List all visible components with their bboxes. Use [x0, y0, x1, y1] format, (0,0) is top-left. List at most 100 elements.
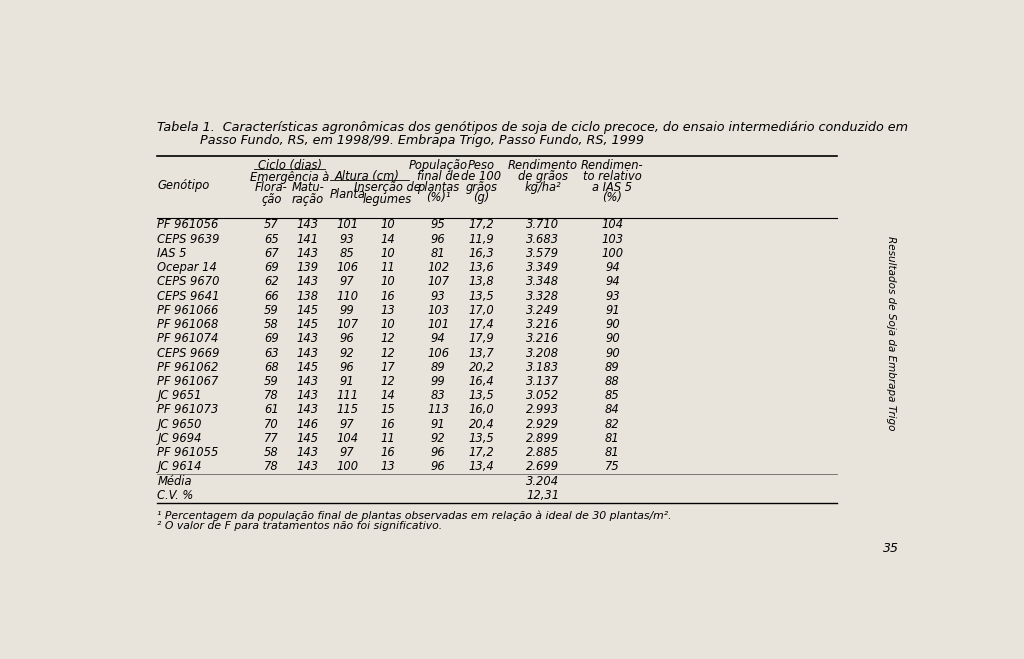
Text: 3.349: 3.349 [526, 261, 559, 274]
Text: PF 961056: PF 961056 [158, 218, 219, 231]
Text: 11,9: 11,9 [469, 233, 495, 246]
Text: 16,0: 16,0 [469, 403, 495, 416]
Text: to relativo: to relativo [583, 170, 642, 183]
Text: 143: 143 [297, 461, 318, 473]
Text: de 100: de 100 [462, 170, 502, 183]
Text: 58: 58 [264, 318, 279, 331]
Text: 110: 110 [336, 289, 358, 302]
Text: PF 961066: PF 961066 [158, 304, 219, 317]
Text: IAS 5: IAS 5 [158, 246, 187, 260]
Text: 16: 16 [380, 289, 395, 302]
Text: 17,0: 17,0 [469, 304, 495, 317]
Text: 113: 113 [427, 403, 450, 416]
Text: 94: 94 [431, 332, 445, 345]
Text: PF 961067: PF 961067 [158, 375, 219, 388]
Text: JC 9650: JC 9650 [158, 418, 202, 431]
Text: JC 9614: JC 9614 [158, 461, 202, 473]
Text: 104: 104 [336, 432, 358, 445]
Text: 100: 100 [336, 461, 358, 473]
Text: 3.328: 3.328 [526, 289, 559, 302]
Text: 66: 66 [264, 289, 279, 302]
Text: 143: 143 [297, 389, 318, 402]
Text: 59: 59 [264, 304, 279, 317]
Text: 143: 143 [297, 446, 318, 459]
Text: legumes: legumes [362, 193, 413, 206]
Text: 143: 143 [297, 403, 318, 416]
Text: Rendimen-: Rendimen- [581, 159, 644, 172]
Text: C.V. %: C.V. % [158, 489, 194, 502]
Text: 13,5: 13,5 [469, 289, 495, 302]
Text: 96: 96 [340, 332, 354, 345]
Text: 10: 10 [380, 218, 395, 231]
Text: 141: 141 [297, 233, 318, 246]
Text: 13: 13 [380, 461, 395, 473]
Text: 15: 15 [380, 403, 395, 416]
Text: ² O valor de F para tratamentos não foi significativo.: ² O valor de F para tratamentos não foi … [158, 521, 442, 531]
Text: 69: 69 [264, 332, 279, 345]
Text: 12: 12 [380, 332, 395, 345]
Text: 59: 59 [264, 375, 279, 388]
Text: 81: 81 [431, 246, 445, 260]
Text: 90: 90 [605, 332, 620, 345]
Text: 16,3: 16,3 [469, 246, 495, 260]
Text: 93: 93 [340, 233, 354, 246]
Text: 78: 78 [264, 389, 279, 402]
Text: 143: 143 [297, 246, 318, 260]
Text: 77: 77 [264, 432, 279, 445]
Text: 99: 99 [340, 304, 354, 317]
Text: 81: 81 [605, 446, 620, 459]
Text: (%): (%) [602, 192, 623, 204]
Text: Flora-: Flora- [255, 181, 288, 194]
Text: 143: 143 [297, 375, 318, 388]
Text: 82: 82 [605, 418, 620, 431]
Text: Matu-: Matu- [292, 181, 325, 194]
Text: 16,4: 16,4 [469, 375, 495, 388]
Text: 101: 101 [336, 218, 358, 231]
Text: 63: 63 [264, 347, 279, 360]
Text: 93: 93 [605, 289, 620, 302]
Text: 16: 16 [380, 446, 395, 459]
Text: 89: 89 [431, 360, 445, 374]
Text: 13,4: 13,4 [469, 461, 495, 473]
Text: 115: 115 [336, 403, 358, 416]
Text: 3.216: 3.216 [526, 332, 559, 345]
Text: 17,9: 17,9 [469, 332, 495, 345]
Text: 68: 68 [264, 360, 279, 374]
Text: 12: 12 [380, 375, 395, 388]
Text: 92: 92 [340, 347, 354, 360]
Text: 35: 35 [884, 542, 899, 556]
Text: 14: 14 [380, 389, 395, 402]
Text: 100: 100 [601, 246, 624, 260]
Text: 3.052: 3.052 [526, 389, 559, 402]
Text: 75: 75 [605, 461, 620, 473]
Text: 146: 146 [297, 418, 318, 431]
Text: a IAS 5: a IAS 5 [592, 181, 633, 194]
Text: 3.348: 3.348 [526, 275, 559, 288]
Text: Resultados de Soja da Embrapa Trigo: Resultados de Soja da Embrapa Trigo [887, 236, 896, 430]
Text: 93: 93 [431, 289, 445, 302]
Text: 85: 85 [340, 246, 354, 260]
Text: População: População [409, 159, 468, 172]
Text: ração: ração [292, 193, 324, 206]
Text: 106: 106 [336, 261, 358, 274]
Text: 3.137: 3.137 [526, 375, 559, 388]
Text: Peso: Peso [468, 159, 495, 172]
Text: 13,6: 13,6 [469, 261, 495, 274]
Text: CEPS 9669: CEPS 9669 [158, 347, 220, 360]
Text: 89: 89 [605, 360, 620, 374]
Text: 111: 111 [336, 389, 358, 402]
Text: 143: 143 [297, 332, 318, 345]
Text: de grãos: de grãos [517, 170, 567, 183]
Text: 92: 92 [431, 432, 445, 445]
Text: 145: 145 [297, 318, 318, 331]
Text: Altura (cm): Altura (cm) [335, 170, 400, 183]
Text: 3.183: 3.183 [526, 360, 559, 374]
Text: 3.579: 3.579 [526, 246, 559, 260]
Text: 14: 14 [380, 233, 395, 246]
Text: 62: 62 [264, 275, 279, 288]
Text: 57: 57 [264, 218, 279, 231]
Text: 78: 78 [264, 461, 279, 473]
Text: PF 961055: PF 961055 [158, 446, 219, 459]
Text: 84: 84 [605, 403, 620, 416]
Text: 3.216: 3.216 [526, 318, 559, 331]
